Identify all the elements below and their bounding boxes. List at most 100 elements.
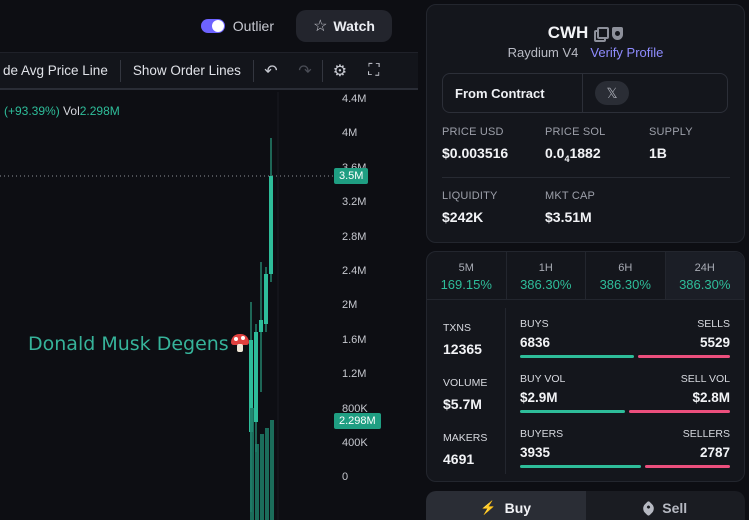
price-tick: 1.6M: [342, 333, 367, 346]
sell-vol-label: SELL VOL: [680, 373, 730, 385]
from-contract-label: From Contract: [443, 74, 583, 112]
buyers-sellers-split: BUYERS SELLERS 3935 2787: [520, 428, 730, 468]
current-price-tag: 3.5M: [334, 168, 369, 184]
stat-label: LIQUIDITY: [442, 190, 498, 202]
buyers-label: BUYERS: [520, 428, 564, 440]
stat-label: SUPPLY: [649, 126, 693, 138]
candle: [269, 176, 273, 274]
timeframe-stats-card: 5M 169.15% 1H 386.30% 6H 386.30% 24H 386…: [426, 251, 745, 482]
volume-bar: [270, 420, 274, 520]
toolbar-divider: [119, 59, 121, 82]
watch-button[interactable]: ☆ Watch: [296, 10, 392, 42]
fullscreen-icon[interactable]: ⛶: [368, 61, 380, 79]
candle: [264, 274, 268, 324]
metric-makers: MAKERS 4691: [443, 432, 487, 467]
buys-sells-split: BUYS SELLS 6836 5529: [520, 318, 730, 358]
chart-panel: Outlier ☆ Watch de Avg Price Line Show O…: [0, 10, 418, 520]
tab-5m[interactable]: 5M 169.15%: [427, 252, 507, 299]
sellers-label: SELLERS: [682, 428, 730, 440]
tab-change: 386.30%: [679, 277, 731, 292]
chart-canvas[interactable]: [0, 92, 418, 520]
stat-value: $3.51M: [545, 209, 592, 225]
avg-price-line-button[interactable]: de Avg Price Line: [3, 63, 108, 78]
copy-icon[interactable]: [594, 27, 610, 42]
stat-market-cap: MKT CAP $3.51M: [545, 190, 595, 225]
price-tick: 4.4M: [342, 93, 367, 105]
buyers-value: 3935: [520, 445, 551, 460]
x-logo-icon[interactable]: 𝕏: [595, 81, 629, 105]
legend-change: (+93.39%): [4, 104, 60, 118]
ratio-bar: [520, 465, 730, 468]
metric-value: 4691: [443, 451, 475, 467]
volume-bar: [250, 408, 254, 520]
sell-vol-value: $2.8M: [692, 390, 730, 405]
redo-icon[interactable]: ↷: [298, 62, 312, 80]
watch-label: Watch: [333, 18, 375, 34]
chart-watermark: Donald Musk Degens: [28, 333, 249, 355]
price-tick: 800K: [342, 402, 368, 415]
token-title: CWH: [427, 23, 744, 43]
trade-tabs: ⚡ Buy Sell: [426, 491, 745, 520]
show-order-lines-button[interactable]: Show Order Lines: [132, 63, 241, 78]
candle: [259, 320, 263, 332]
undo-icon[interactable]: ↶: [264, 62, 278, 80]
toggle-switch[interactable]: [200, 19, 225, 33]
stat-value: 1B: [649, 145, 667, 161]
watermark-text: Donald Musk Degens: [28, 333, 229, 355]
sell-button[interactable]: Sell: [585, 491, 745, 520]
stat-value: $242K: [442, 209, 484, 225]
tab-change: 169.15%: [440, 277, 492, 292]
verify-profile-link[interactable]: Verify Profile: [590, 45, 664, 60]
sells-value: 5529: [699, 335, 730, 350]
price-tick: 2.4M: [342, 265, 367, 277]
shield-icon[interactable]: [612, 26, 624, 40]
chart-toolbar: de Avg Price Line Show Order Lines ↶ ↷ ⚙…: [0, 52, 418, 90]
buy-vol-value: $2.9M: [520, 390, 558, 405]
sell-label: Sell: [662, 500, 688, 516]
toolbar-divider: [321, 59, 323, 82]
timeframe-tabs: 5M 169.15% 1H 386.30% 6H 386.30% 24H 386…: [427, 252, 744, 300]
buys-value: 6836: [520, 335, 551, 350]
legend-vol-label: Vol: [63, 104, 80, 118]
price-tick: 2.8M: [342, 230, 367, 243]
buy-sell-volume-split: BUY VOL SELL VOL $2.9M $2.8M: [520, 373, 730, 413]
tab-label: 1H: [538, 262, 553, 274]
dex-name: Raydium V4: [507, 45, 579, 60]
sell-bar: [644, 465, 730, 468]
metric-label: MAKERS: [443, 432, 488, 444]
tab-6h[interactable]: 6H 386.30%: [586, 252, 666, 299]
divider: [442, 177, 730, 178]
outlier-toggle[interactable]: Outlier: [200, 18, 274, 34]
volume-bar: [260, 434, 264, 520]
tab-change: 386.30%: [520, 277, 572, 292]
buy-button[interactable]: ⚡ Buy: [426, 491, 586, 520]
chart-legend: (+93.39%) Vol2.298M: [4, 104, 120, 118]
tag-icon: [641, 500, 657, 516]
tab-1h[interactable]: 1H 386.30%: [507, 252, 586, 299]
price-chart[interactable]: (+93.39%) Vol2.298M Donald Musk Degens 4…: [0, 92, 418, 520]
tab-24h[interactable]: 24H 386.30%: [665, 252, 744, 299]
sells-label: SELLS: [697, 318, 730, 330]
buys-label: BUYS: [520, 318, 549, 330]
ratio-bar: [520, 355, 730, 358]
price-tick: 3.2M: [342, 196, 367, 209]
buy-bar: [520, 465, 641, 468]
contract-box: From Contract 𝕏: [442, 73, 728, 113]
stat-label: PRICE SOL: [545, 126, 606, 138]
stat-liquidity: LIQUIDITY $242K: [442, 190, 498, 225]
stat-price-usd: PRICE USD $0.003516: [442, 126, 508, 161]
gear-icon[interactable]: ⚙: [332, 62, 348, 80]
token-subtitle: Raydium V4 Verify Profile: [427, 45, 744, 60]
sell-bar: [629, 410, 730, 413]
tab-label: 6H: [618, 262, 633, 274]
token-symbol: CWH: [547, 23, 589, 42]
divider: [505, 308, 506, 474]
buy-vol-label: BUY VOL: [520, 373, 566, 385]
metric-value: 12365: [443, 341, 482, 357]
stat-value: 0.041882: [545, 145, 601, 164]
legend-vol-value: 2.298M: [79, 104, 120, 118]
stat-value: $0.003516: [442, 145, 509, 161]
buy-bar: [520, 410, 626, 413]
price-tick: 400K: [342, 437, 368, 449]
metric-label: VOLUME: [443, 377, 488, 389]
